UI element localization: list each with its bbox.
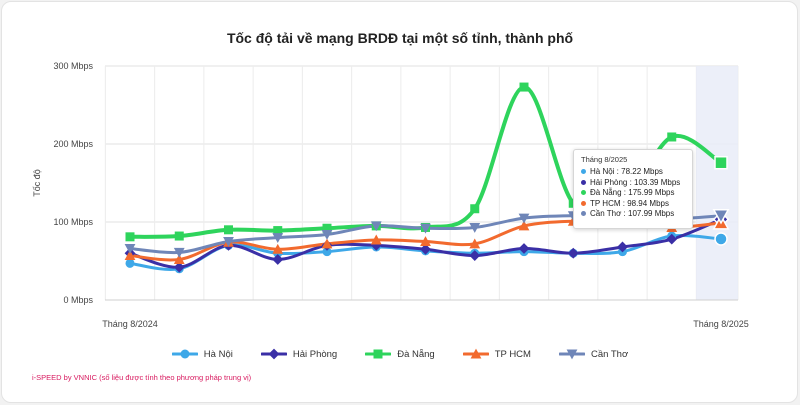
tooltip-dot-ha-noi: [581, 169, 586, 175]
data-point-can-tho: [370, 221, 382, 232]
source-note: i-SPEED by VNNIC (số liệu được tính theo…: [32, 373, 252, 382]
legend-label: TP HCM: [494, 348, 531, 360]
legend-swatch: [260, 348, 287, 360]
data-point-can-tho: [712, 209, 730, 225]
tooltip-dot-da-nang: [581, 190, 586, 196]
axes: 0 Mbps 100 Mbps 200 Mbps 300 Mbps Tốc độ Thán…: [32, 61, 749, 329]
y-tick-label: 0 Mbps: [63, 295, 93, 305]
tooltip-dot-hai-phong: [581, 179, 586, 185]
data-point-hai-phong: [617, 241, 628, 253]
x-tick-label-last: Tháng 8/2025: [693, 319, 749, 329]
tooltip-row: TP HCM : 98.94 Mbps: [581, 199, 685, 210]
data-point-da-nang: [273, 226, 283, 236]
tooltip-row: Cần Thơ : 107.99 Mbps: [581, 209, 685, 220]
tooltip-value-can-tho: Cần Thơ : 107.99 Mbps: [590, 209, 675, 218]
tooltip-dot-tp-hcm: [581, 200, 586, 206]
data-point-da-nang: [470, 204, 480, 214]
legend-item-hai-phong[interactable]: Hải Phòng: [260, 348, 338, 360]
data-point-da-nang: [125, 232, 135, 242]
hovered-month-band: [696, 66, 738, 300]
data-point-hai-phong: [567, 247, 579, 259]
legend-swatch: [558, 349, 585, 360]
data-point-hai-phong: [272, 254, 284, 265]
tooltip-value-da-nang: Đà Nẵng : 175.99 Mbps: [590, 188, 675, 197]
data-point-hai-phong: [518, 243, 530, 254]
data-point-da-nang: [519, 82, 529, 92]
data-point-tp-hcm: [420, 236, 431, 246]
legend-item-tp-hcm[interactable]: TP HCM: [462, 348, 531, 360]
tooltip-value-hai-phong: Hải Phòng : 103.39 Mbps: [590, 177, 681, 187]
tooltip-row: Hà Nội : 78.22 Mbps: [581, 167, 685, 178]
legend-label: Hà Nội: [203, 348, 233, 360]
data-point-can-tho: [272, 233, 284, 243]
tooltip-value-ha-noi: Hà Nội : 78.22 Mbps: [590, 167, 663, 176]
legend-label: Cần Thơ: [590, 348, 629, 360]
legend-swatch: [462, 348, 489, 359]
data-point-ha-noi: [125, 258, 135, 268]
data-point-tp-hcm: [321, 238, 333, 249]
data-point-hai-phong: [666, 233, 678, 245]
data-point-can-tho: [223, 237, 234, 247]
tooltip-title: Tháng 8/2025: [581, 155, 628, 164]
legend: Hà Nội Hải Phòng Đà Nẵng TP HCM Cần Thơ: [0, 348, 800, 360]
data-point-hai-phong: [469, 250, 481, 261]
legend-swatch: [171, 349, 198, 359]
legend-item-ha-noi[interactable]: Hà Nội: [171, 348, 233, 360]
data-point-tp-hcm: [173, 254, 185, 264]
legend-marker: [268, 348, 280, 360]
legend-item-can-tho[interactable]: Cần Thơ: [558, 348, 629, 360]
data-point-hai-phong: [173, 261, 185, 273]
data-point-can-tho: [518, 213, 530, 224]
data-point-tp-hcm: [370, 234, 382, 245]
legend-label: Hải Phòng: [292, 348, 338, 360]
legend-marker: [470, 348, 482, 359]
y-tick-label: 200 Mbps: [53, 139, 93, 149]
data-point-tp-hcm: [272, 243, 284, 254]
x-tick-label-first: Tháng 8/2024: [102, 319, 158, 329]
y-axis-label: Tốc độ: [32, 169, 42, 197]
tooltip-dot-can-tho: [581, 211, 586, 217]
legend-item-da-nang[interactable]: Đà Nẵng: [365, 348, 435, 360]
data-point-can-tho: [469, 222, 481, 233]
data-point-da-nang: [667, 132, 677, 142]
data-point-da-nang: [322, 223, 332, 233]
data-point-da-nang: [224, 225, 233, 235]
data-point-da-nang: [714, 155, 728, 170]
data-point-ha-noi: [322, 247, 332, 257]
legend-label: Đà Nẵng: [397, 348, 435, 360]
data-point-tp-hcm: [124, 250, 136, 261]
tooltip-row: Hải Phòng : 103.39 Mbps: [581, 178, 685, 189]
data-point-tp-hcm: [469, 238, 481, 249]
data-point-da-nang: [174, 231, 184, 241]
legend-marker: [566, 349, 578, 360]
y-tick-label: 100 Mbps: [53, 217, 93, 227]
data-point-hai-phong: [370, 240, 382, 251]
data-point-ha-noi: [714, 232, 728, 246]
data-point-can-tho: [321, 229, 333, 240]
legend-swatch: [365, 349, 392, 359]
data-point-can-tho: [420, 223, 431, 234]
tooltip-row: Đà Nẵng : 175.99 Mbps: [581, 188, 685, 199]
data-point-tp-hcm: [518, 220, 530, 231]
hover-tooltip: Tháng 8/2025 Hà Nội : 78.22 Mbps Hải Phò…: [573, 149, 693, 229]
data-point-hai-phong: [420, 243, 431, 255]
data-point-can-tho: [124, 244, 136, 254]
legend-marker: [373, 349, 383, 359]
tooltip-value-tp-hcm: TP HCM : 98.94 Mbps: [590, 198, 669, 208]
y-tick-label: 300 Mbps: [53, 61, 93, 71]
chart-title: Tốc độ tải về mạng BRDĐ tại một số tỉnh,…: [226, 30, 574, 46]
legend-marker: [180, 349, 190, 359]
data-point-can-tho: [173, 247, 185, 258]
